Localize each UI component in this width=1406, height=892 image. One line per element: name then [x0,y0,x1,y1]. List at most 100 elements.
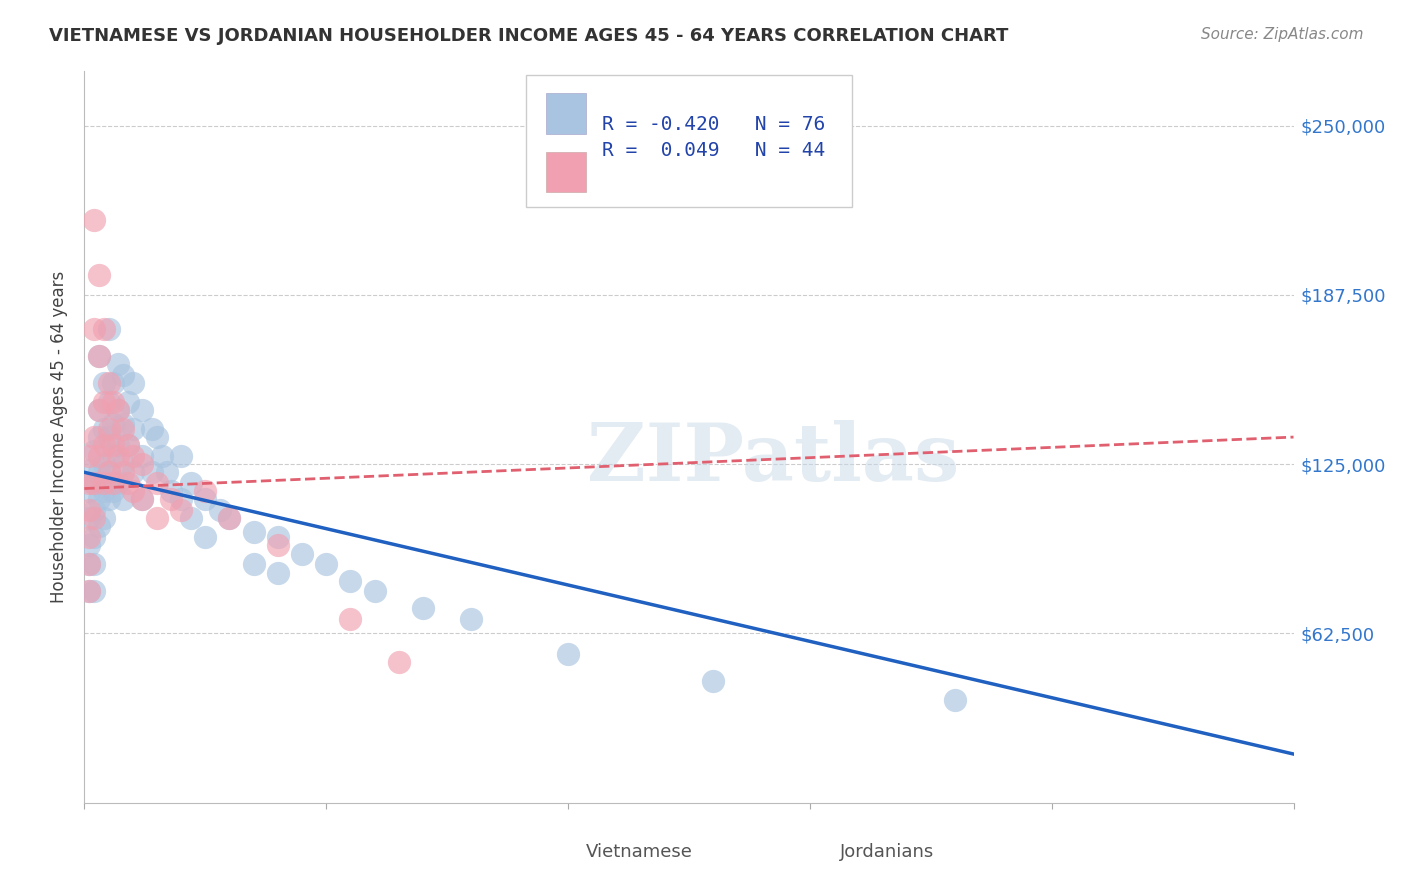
Point [87,519,110,533]
Point [557,647,579,661]
Point [146,476,169,491]
Point [131,403,153,417]
Point [93,395,115,409]
Point [87,430,110,444]
Point [121,465,143,479]
Point [121,484,143,499]
Point [77,511,100,525]
Point [112,492,135,507]
Point [107,449,129,463]
FancyBboxPatch shape [790,819,827,847]
Point [93,376,115,390]
FancyBboxPatch shape [547,94,586,134]
Point [131,492,153,507]
Point [208,503,231,517]
Point [267,530,290,544]
Point [103,484,125,499]
Point [77,530,100,544]
Point [121,449,143,463]
Text: R =  0.049   N = 44: R = 0.049 N = 44 [602,141,825,160]
Point [77,484,100,499]
Point [77,538,100,552]
Point [180,511,202,525]
Point [112,417,135,431]
Point [83,530,105,544]
Point [83,503,105,517]
Point [93,457,115,471]
Point [121,422,143,436]
Point [107,403,129,417]
Point [107,476,129,491]
Text: Jordanians: Jordanians [841,843,935,861]
Point [77,462,100,476]
Point [87,268,110,282]
Text: Source: ZipAtlas.com: Source: ZipAtlas.com [1201,27,1364,42]
Point [131,449,153,463]
Point [218,511,240,525]
Point [93,511,115,525]
Point [93,438,115,452]
Text: Vietnamese: Vietnamese [586,843,693,861]
Point [93,476,115,491]
Point [242,558,264,572]
Point [83,322,105,336]
Point [77,584,100,599]
Point [87,403,110,417]
Point [146,430,169,444]
Point [170,449,193,463]
Point [141,422,163,436]
Point [194,484,217,499]
Point [83,558,105,572]
Point [87,349,110,363]
Point [117,476,139,491]
Point [131,457,153,471]
Point [194,530,217,544]
Point [97,465,120,479]
Point [83,584,105,599]
Point [388,655,411,669]
Point [97,430,120,444]
Point [107,357,129,371]
Point [97,322,120,336]
FancyBboxPatch shape [526,75,852,207]
Point [97,376,120,390]
Point [267,538,290,552]
Point [112,465,135,479]
Point [141,465,163,479]
Point [121,376,143,390]
Text: R = -0.420   N = 76: R = -0.420 N = 76 [602,115,825,135]
Point [83,511,105,525]
Point [87,403,110,417]
Point [103,476,125,491]
Point [131,492,153,507]
Point [83,213,105,227]
Point [291,547,314,561]
Y-axis label: Householder Income Ages 45 - 64 years: Householder Income Ages 45 - 64 years [51,271,69,603]
Point [412,600,434,615]
Point [87,449,110,463]
Point [87,465,110,479]
Text: VIETNAMESE VS JORDANIAN HOUSEHOLDER INCOME AGES 45 - 64 YEARS CORRELATION CHART: VIETNAMESE VS JORDANIAN HOUSEHOLDER INCO… [49,27,1008,45]
Point [87,492,110,507]
Point [242,524,264,539]
FancyBboxPatch shape [547,152,586,192]
Point [160,484,183,499]
Point [103,376,125,390]
Point [93,484,115,499]
Point [77,584,100,599]
Point [112,422,135,436]
Point [943,693,966,707]
Point [146,511,169,525]
Point [83,443,105,458]
Point [150,449,173,463]
Point [83,476,105,491]
Point [77,558,100,572]
Point [112,457,135,471]
Point [180,476,202,491]
Point [155,465,177,479]
Point [93,322,115,336]
Point [77,558,100,572]
Point [339,574,361,588]
Point [103,395,125,409]
Point [702,673,724,688]
